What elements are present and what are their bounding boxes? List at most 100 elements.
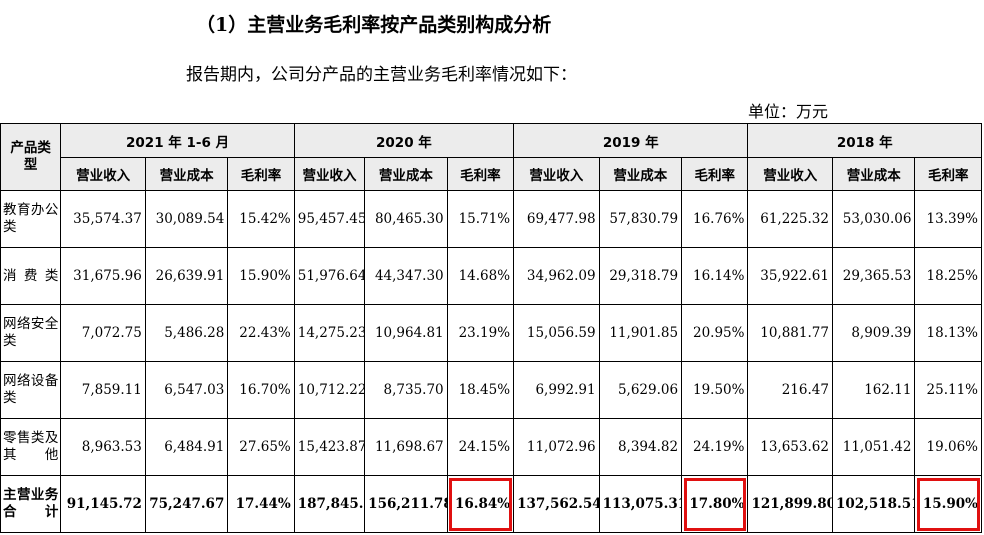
value-cell: 35,922.61	[747, 247, 833, 305]
value-cell: 24.19%	[681, 418, 749, 476]
value-cell: 5,486.28	[144, 304, 229, 362]
category-label: 网络设备类	[3, 373, 59, 406]
value-cell: 20.95%	[681, 304, 749, 362]
category-label: 网络安全类	[3, 316, 59, 349]
value-cell: 30,089.54	[144, 190, 229, 248]
value-cell: 187,845.42	[293, 475, 366, 533]
value-cell: 23.19%	[446, 304, 515, 362]
value-cell: 216.47	[747, 361, 833, 419]
value-cell: 15,056.59	[513, 304, 600, 362]
value-cell: 34,962.09	[513, 247, 600, 305]
value-cell: 80,465.30	[364, 190, 448, 248]
value-cell: 17.44%	[227, 475, 295, 533]
value-cell: 31,675.96	[60, 247, 146, 305]
value-cell: 16.84%	[446, 475, 515, 533]
col-header: 营业收入	[60, 157, 146, 191]
corner-header: 产品类型	[0, 123, 62, 191]
value-cell: 18.25%	[914, 247, 982, 305]
category-label: 教育办公类	[3, 202, 59, 235]
value-cell: 156,211.78	[364, 475, 448, 533]
value-cell: 25.11%	[914, 361, 982, 419]
value-cell: 15.90%	[914, 475, 982, 533]
value-cell: 10,964.81	[364, 304, 448, 362]
table-row: 教育办公类 35,574.37 30,089.54 15.42% 95,457.45 80…	[0, 190, 982, 248]
value-cell: 44,347.30	[364, 247, 448, 305]
value-cell: 6,547.03	[144, 361, 229, 419]
col-header: 营业收入	[747, 157, 833, 191]
gross-margin-table: 产品类型 2021 年 1-6 月 2020 年 2019 年 2018 年 营…	[0, 123, 982, 533]
value-cell: 15.42%	[227, 190, 295, 248]
col-header: 营业成本	[144, 157, 229, 191]
value-cell: 53,030.06	[831, 190, 916, 248]
value-cell: 11,051.42	[831, 418, 916, 476]
value-cell: 5,629.06	[598, 361, 683, 419]
value-cell: 7,072.75	[60, 304, 146, 362]
category-cell: 零售类及其他	[0, 418, 62, 476]
col-header: 毛利率	[446, 157, 515, 191]
value-cell: 51,976.64	[293, 247, 366, 305]
value-cell: 14,275.23	[293, 304, 366, 362]
value-cell: 11,698.67	[364, 418, 448, 476]
value-cell: 102,518.51	[831, 475, 916, 533]
value-cell: 13,653.62	[747, 418, 833, 476]
value-cell: 11,072.96	[513, 418, 600, 476]
category-cell: 教育办公类	[0, 190, 62, 248]
value-cell: 8,394.82	[598, 418, 683, 476]
value-cell: 19.50%	[681, 361, 749, 419]
category-cell: 主营业务合计	[0, 475, 62, 533]
total-row: 主营业务合计91,145.7275,247.6717.44%187,845.42…	[0, 475, 982, 533]
col-header: 毛利率	[227, 157, 295, 191]
value-cell: 16.70%	[227, 361, 295, 419]
value-cell: 10,712.22	[293, 361, 366, 419]
col-header: 营业成本	[598, 157, 683, 191]
value-cell: 11,901.85	[598, 304, 683, 362]
year-header: 2021 年 1-6 月	[60, 123, 295, 158]
value-cell: 10,881.77	[747, 304, 833, 362]
value-cell: 19.06%	[914, 418, 982, 476]
col-header: 营业成本	[364, 157, 448, 191]
value-cell: 35,574.37	[60, 190, 146, 248]
value-cell: 13.39%	[914, 190, 982, 248]
value-cell: 121,899.80	[747, 475, 833, 533]
value-cell: 24.15%	[446, 418, 515, 476]
table-row: 消费类 31,675.96 26,639.91 15.90% 51,976.64 44,3…	[0, 247, 982, 305]
col-header: 营业成本	[831, 157, 916, 191]
value-cell: 6,484.91	[144, 418, 229, 476]
value-cell: 162.11	[831, 361, 916, 419]
value-cell: 57,830.79	[598, 190, 683, 248]
category-cell: 消费类	[0, 247, 62, 305]
year-header: 2019 年	[513, 123, 749, 158]
value-cell: 8,963.53	[60, 418, 146, 476]
value-cell: 6,992.91	[513, 361, 600, 419]
category-label: 消费类	[3, 267, 59, 284]
value-cell: 15.71%	[446, 190, 515, 248]
value-cell: 26,639.91	[144, 247, 229, 305]
value-cell: 27.65%	[227, 418, 295, 476]
year-header: 2020 年	[293, 123, 515, 158]
col-header: 毛利率	[914, 157, 982, 191]
value-cell: 75,247.67	[144, 475, 229, 533]
value-cell: 69,477.98	[513, 190, 600, 248]
col-header: 营业收入	[293, 157, 366, 191]
intro-text: 报告期内，公司分产品的主营业务毛利率情况如下：	[186, 65, 577, 85]
value-cell: 17.80%	[681, 475, 749, 533]
value-cell: 113,075.31	[598, 475, 683, 533]
table-row: 零售类及其他 8,963.53 6,484.91 27.65% 15,423.87 11,…	[0, 418, 982, 476]
value-cell: 29,318.79	[598, 247, 683, 305]
value-cell: 8,909.39	[831, 304, 916, 362]
category-cell: 网络安全类	[0, 304, 62, 362]
section-heading: （1）主营业务毛利率按产品类别构成分析	[196, 14, 552, 36]
value-cell: 91,145.72	[60, 475, 146, 533]
col-header: 营业收入	[513, 157, 600, 191]
category-cell: 网络设备类	[0, 361, 62, 419]
year-header: 2018 年	[747, 123, 982, 158]
value-cell: 15.90%	[227, 247, 295, 305]
value-cell: 61,225.32	[747, 190, 833, 248]
value-cell: 16.76%	[681, 190, 749, 248]
category-label: 主营业务合计	[3, 487, 59, 520]
value-cell: 95,457.45	[293, 190, 366, 248]
value-cell: 8,735.70	[364, 361, 448, 419]
table-row: 网络安全类 7,072.75 5,486.28 22.43% 14,275.23 10,9…	[0, 304, 982, 362]
col-header: 毛利率	[681, 157, 749, 191]
category-label: 零售类及其他	[3, 430, 59, 463]
